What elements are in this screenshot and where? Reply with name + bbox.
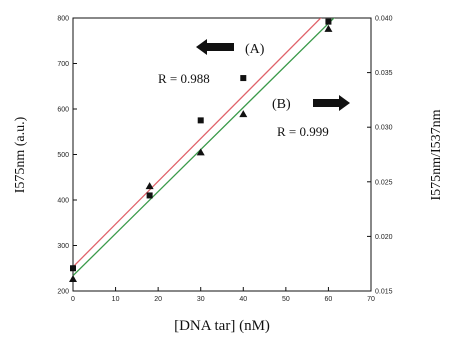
y-left-tick-label: 200 [57,289,69,296]
y-right-tick-label: 0.015 [375,289,393,296]
data-point-square [146,192,153,199]
data-point-square [325,18,332,25]
data-point-triangle [324,24,333,32]
fit-line-series-1 [73,18,322,268]
y-axis-right-label: I575nm/I537nm [429,109,444,200]
y-right-tick-label: 0.030 [375,125,393,132]
y-right-tick-label: 0.025 [375,179,393,186]
y-left-tick-label: 500 [57,152,69,159]
x-axis-label: [DNA tar] (nM) [174,318,270,334]
arrow-left-icon [196,39,234,55]
series-a-tag: (A) [245,42,265,57]
fit-line-series-2 [73,18,335,277]
data-point-triangle [69,274,77,282]
x-tick-label: 40 [239,296,247,303]
data-point-triangle [196,148,205,156]
x-tick-label: 10 [112,296,120,303]
data-point-square [70,265,76,272]
x-tick-label: 60 [325,296,333,303]
x-tick-label: 0 [71,296,75,303]
y-axis-left-label: I575nm (a.u.) [13,116,28,193]
plot-frame [72,17,372,292]
data-point-square [240,75,247,82]
x-tick-label: 20 [154,296,162,303]
y-right-tick-label: 0.040 [375,16,393,23]
y-left-tick-label: 700 [57,61,69,68]
x-tick-label: 30 [197,296,205,303]
arrow-right-icon [313,95,350,111]
x-tick-label: 50 [282,296,290,303]
data-point-triangle [239,110,248,118]
y-left-tick-label: 600 [57,107,69,114]
y-right-tick-label: 0.020 [375,234,393,241]
y-left-tick-label: 800 [57,16,69,23]
series-b-tag: (B) [272,97,291,112]
data-point-square [197,117,204,124]
series-b-r-label: R = 0.999 [277,124,329,139]
y-right-tick-label: 0.035 [375,70,393,77]
y-left-tick-label: 400 [57,198,69,205]
series-a-r-label: R = 0.988 [158,71,210,86]
x-tick-label: 70 [367,296,375,303]
data-point-triangle [145,182,154,190]
y-left-tick-label: 300 [57,243,69,250]
